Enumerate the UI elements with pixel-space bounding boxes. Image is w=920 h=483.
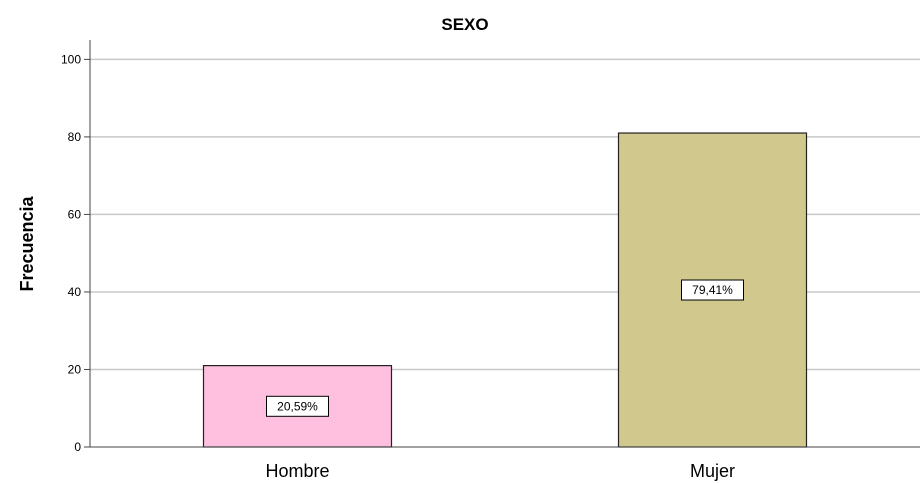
y-tick-label: 80 [68,130,82,144]
y-axis-label: Frecuencia [17,195,37,291]
x-tick-label: Mujer [690,461,735,481]
chart-title: SEXO [441,15,488,34]
x-axis-ticks: Hombre Mujer [265,461,735,481]
y-axis-ticks: 0 20 40 60 80 100 [61,52,90,454]
data-label: 20,59% [277,399,318,413]
y-tick-label: 60 [68,207,82,221]
data-labels: 20,59% 79,41% [266,279,744,417]
y-tick-label: 40 [68,285,82,299]
y-tick-label: 0 [74,440,81,454]
y-tick-label: 20 [68,362,82,376]
data-label: 79,41% [692,283,733,297]
data-label-box [681,279,744,301]
x-tick-label: Hombre [265,461,329,481]
y-tick-label: 100 [61,52,81,66]
data-label-box [266,395,329,417]
